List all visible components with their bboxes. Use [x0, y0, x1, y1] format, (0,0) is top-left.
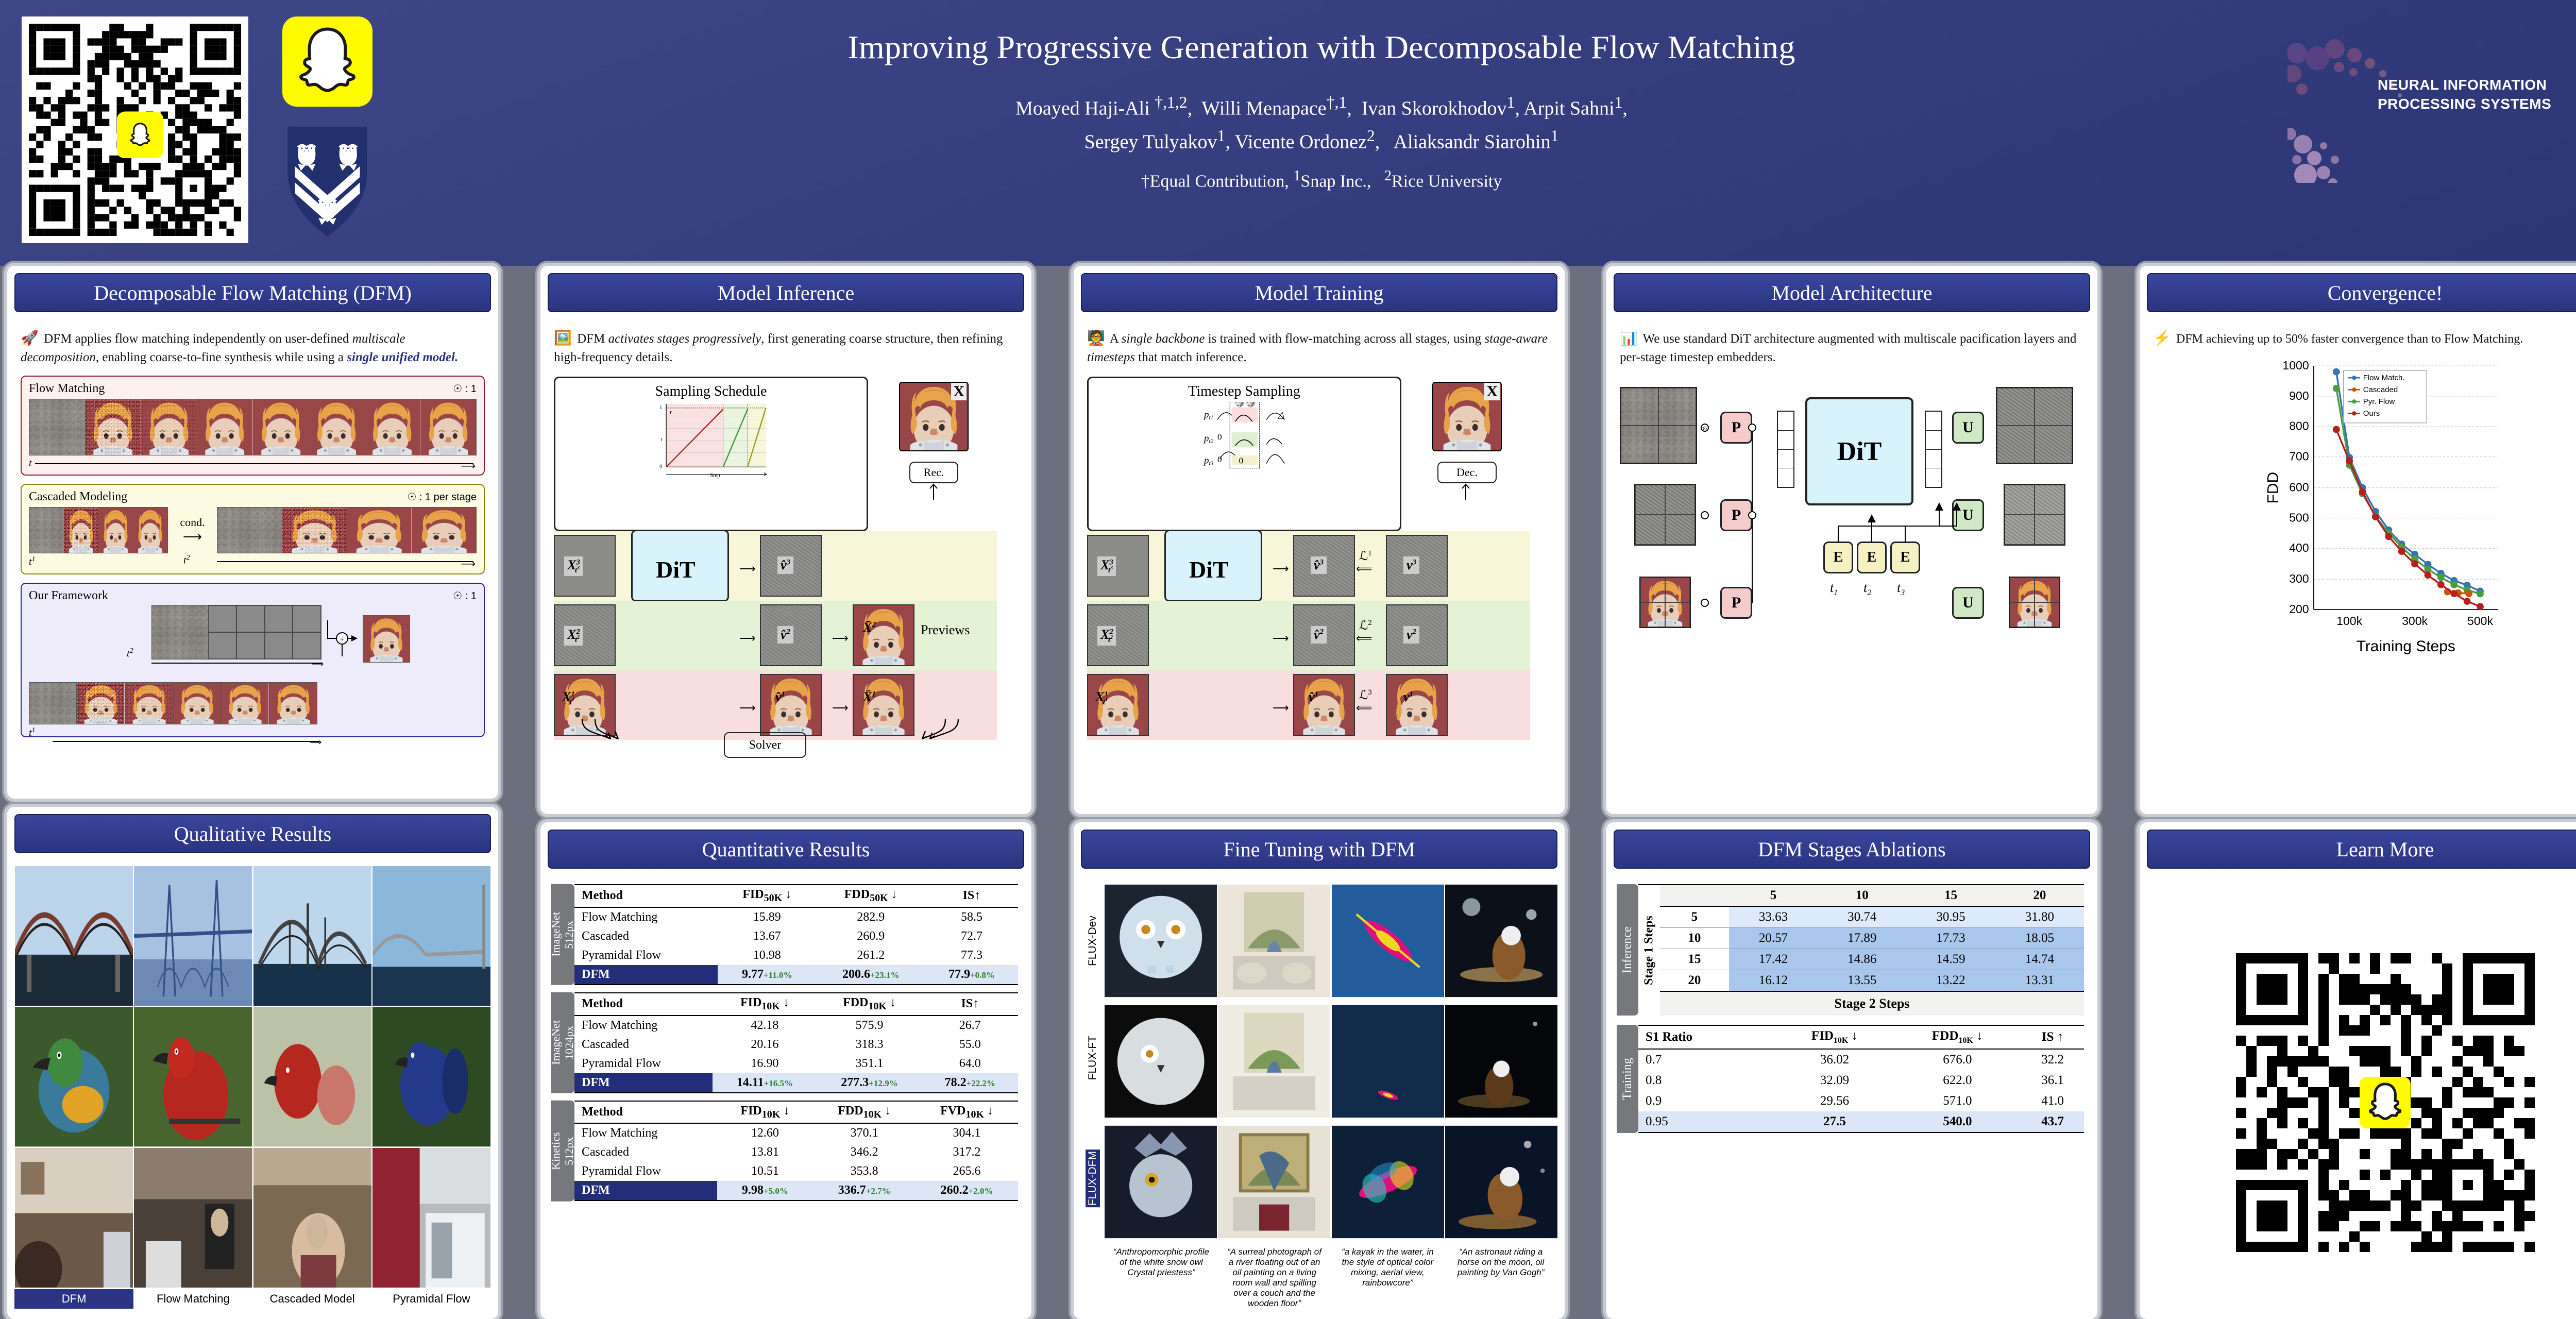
svg-text:0: 0 — [1217, 432, 1222, 442]
svg-text:100k: 100k — [2336, 614, 2362, 628]
svg-text:300: 300 — [2289, 572, 2309, 585]
svg-text:500k: 500k — [2467, 614, 2493, 628]
svg-text:Step: Step — [710, 472, 720, 479]
svg-text:+: + — [340, 635, 344, 644]
svg-text:FDD: FDD — [2265, 471, 2282, 503]
svg-text:400: 400 — [2289, 541, 2309, 554]
svg-text:Ours: Ours — [2363, 409, 2380, 418]
svg-text:1: 1 — [659, 405, 662, 411]
svg-text:500: 500 — [2289, 511, 2309, 524]
svg-text:0: 0 — [659, 464, 662, 470]
svg-text:800: 800 — [2289, 419, 2309, 432]
svg-text:Pyr. Flow: Pyr. Flow — [2363, 397, 2395, 406]
svg-text:⊙: ⊙ — [1702, 426, 1707, 432]
svg-text:t: t — [660, 437, 663, 443]
svg-text:pt3: pt3 — [1203, 455, 1214, 467]
svg-text:900: 900 — [2289, 388, 2309, 402]
svg-text:0: 0 — [1239, 456, 1244, 466]
svg-text:Flow Match.: Flow Match. — [2363, 373, 2405, 382]
svg-text:300k: 300k — [2402, 614, 2428, 628]
svg-text:0: 0 — [1217, 454, 1222, 464]
svg-text:200: 200 — [2289, 602, 2309, 616]
svg-text:Cascaded: Cascaded — [2363, 385, 2398, 394]
svg-text:Training Steps: Training Steps — [2357, 638, 2455, 655]
svg-text:600: 600 — [2289, 480, 2309, 494]
svg-text:1000: 1000 — [2282, 359, 2309, 372]
svg-text:700: 700 — [2289, 449, 2309, 463]
svg-text:🎲🎲: 🎲🎲 — [1234, 402, 1256, 408]
svg-text:pt1: pt1 — [1203, 409, 1213, 420]
svg-text:pt2: pt2 — [1203, 433, 1214, 444]
